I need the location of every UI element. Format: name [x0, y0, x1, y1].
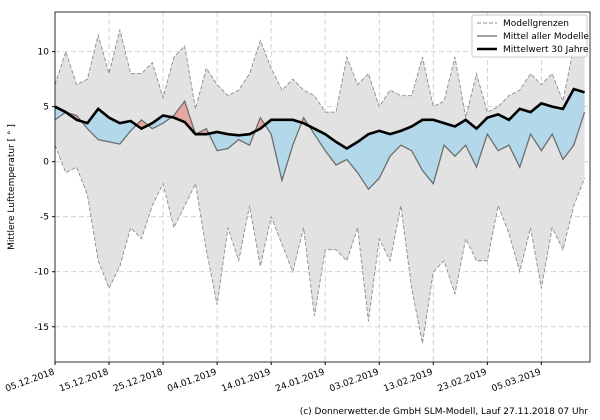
legend-label: Mittelwert 30 Jahre	[503, 45, 589, 55]
legend-label: Mittel aller Modelle	[503, 32, 589, 42]
model-range-line	[54, 145, 586, 344]
legend-box	[471, 14, 588, 58]
x-tick-label: 23.02.2019	[437, 367, 489, 394]
y-tick-label: -5	[40, 213, 49, 223]
x-tick-label: 03.02.2019	[328, 367, 380, 394]
model-range-area	[55, 29, 585, 344]
series-line	[54, 87, 585, 151]
y-tick-label: 5	[43, 103, 49, 113]
model-range-line	[54, 29, 585, 118]
y-tick-label: 10	[38, 48, 50, 58]
y-tick-label: 0	[43, 158, 49, 168]
x-tick-label: 15.12.2018	[58, 367, 110, 394]
y-tick-label: -10	[34, 268, 49, 278]
x-tick-label: 05.12.2018	[4, 367, 56, 394]
x-tick-label: 04.01.2019	[166, 367, 218, 394]
x-tick-label: 24.01.2019	[274, 367, 326, 394]
y-axis-label: Mittlere Lufttemperatur [ ° ]	[7, 124, 17, 250]
x-tick-label: 14.01.2019	[220, 367, 272, 394]
x-tick-label: 13.02.2019	[382, 367, 434, 394]
source-note: (c) Donnerwetter.de GmbH SLM-Modell, Lau…	[300, 407, 589, 417]
series-line	[54, 99, 586, 191]
y-tick-label: -15	[34, 323, 49, 333]
legend-label: Modellgrenzen	[503, 19, 569, 29]
x-tick-label: 25.12.2018	[112, 367, 164, 394]
x-tick-label: 05.03.2019	[491, 367, 543, 394]
plot-frame	[54, 11, 591, 363]
